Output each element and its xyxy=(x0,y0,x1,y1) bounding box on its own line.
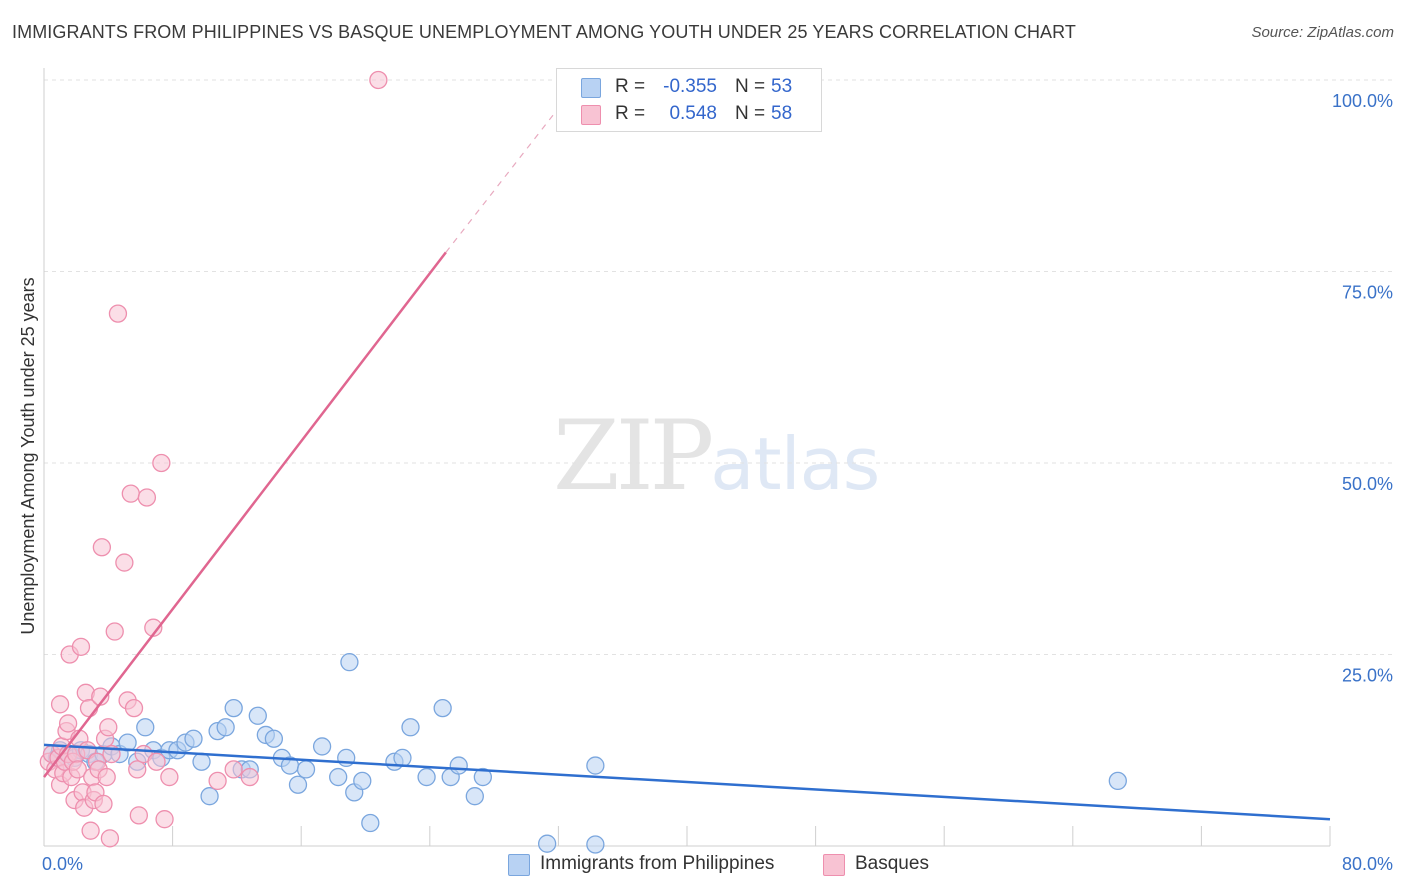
point-philippines xyxy=(296,760,316,779)
series-legend: Immigrants from Philippines Basques xyxy=(0,852,1406,878)
point-basques xyxy=(129,806,148,825)
point-philippines xyxy=(449,756,468,775)
point-basques xyxy=(94,794,113,814)
r-label: R = xyxy=(615,76,646,97)
point-basques xyxy=(369,70,388,90)
legend-label: Basques xyxy=(855,853,929,874)
chart-title: IMMIGRANTS FROM PHILIPPINES VS BASQUE UN… xyxy=(12,22,1077,42)
point-philippines xyxy=(224,698,243,718)
n-label: N = xyxy=(735,103,766,124)
point-basques xyxy=(137,488,157,507)
y-tick-label: 25.0% xyxy=(1342,666,1393,686)
x-tick-label-min: 0.0% xyxy=(42,854,83,874)
point-basques xyxy=(108,304,128,323)
point-philippines xyxy=(401,718,420,737)
point-basques xyxy=(128,760,147,779)
point-basques xyxy=(81,821,100,840)
point-basques xyxy=(105,622,124,641)
point-basques xyxy=(155,810,174,829)
n-label: N = xyxy=(735,76,766,97)
point-basques xyxy=(99,718,118,737)
watermark-zip: ZIP xyxy=(553,400,714,512)
trendline-philippines xyxy=(43,743,1331,821)
y-axis-label: Unemployment Among Youth under 25 years xyxy=(18,277,38,634)
point-philippines xyxy=(361,813,380,833)
point-philippines xyxy=(248,706,267,725)
n-value: 53 xyxy=(771,76,793,97)
point-philippines xyxy=(118,733,137,752)
point-philippines xyxy=(192,752,211,771)
swatch-philippines xyxy=(581,78,601,98)
swatch-basques xyxy=(581,105,601,125)
point-philippines xyxy=(136,718,155,737)
point-philippines xyxy=(216,718,235,737)
legend-row-philippines: R = -0.355 N = 53 xyxy=(557,74,821,100)
point-philippines xyxy=(433,698,452,718)
point-basques xyxy=(97,767,116,787)
watermark: ZIPatlas xyxy=(553,400,880,512)
source-label: Source: ZipAtlas.com xyxy=(1251,24,1394,41)
point-philippines xyxy=(586,835,605,854)
point-basques xyxy=(58,714,78,733)
point-philippines xyxy=(393,748,412,768)
point-philippines xyxy=(288,775,308,794)
point-basques xyxy=(240,767,259,787)
point-philippines xyxy=(586,756,605,775)
point-basques xyxy=(68,760,87,779)
legend-label: Immigrants from Philippines xyxy=(540,853,775,874)
point-basques xyxy=(121,484,140,503)
swatch-philippines xyxy=(508,854,530,876)
point-philippines xyxy=(184,729,203,748)
point-philippines xyxy=(473,767,492,787)
correlation-legend: R = -0.355 N = 53 R = 0.548 N = 58 xyxy=(556,68,822,132)
point-philippines xyxy=(264,729,284,748)
point-philippines xyxy=(329,767,348,787)
point-basques xyxy=(152,453,171,473)
point-basques xyxy=(50,695,70,714)
point-basques xyxy=(100,829,120,848)
swatch-basques xyxy=(823,854,845,876)
point-basques xyxy=(147,752,166,771)
y-tick-label: 75.0% xyxy=(1342,283,1393,303)
point-basques xyxy=(224,760,243,779)
x-tick-label-max: 80.0% xyxy=(1342,854,1393,874)
r-label: R = xyxy=(615,103,646,124)
point-basques xyxy=(115,553,134,572)
point-philippines xyxy=(353,771,372,791)
point-philippines xyxy=(200,787,219,806)
trendline-basques xyxy=(43,251,447,778)
point-basques xyxy=(160,767,179,787)
point-basques xyxy=(71,637,91,656)
point-philippines xyxy=(340,653,359,672)
point-philippines xyxy=(1108,771,1127,791)
point-basques xyxy=(124,698,144,718)
watermark-atlas: atlas xyxy=(710,422,880,506)
point-philippines xyxy=(312,737,332,756)
point-philippines xyxy=(417,767,436,787)
legend-row-basques: R = 0.548 N = 58 xyxy=(557,101,821,127)
y-tick-label: 50.0% xyxy=(1342,474,1393,494)
point-philippines xyxy=(465,787,484,806)
n-value: 58 xyxy=(771,103,793,124)
r-value: -0.355 xyxy=(663,76,717,97)
r-value: 0.548 xyxy=(669,103,717,124)
point-basques xyxy=(92,538,112,557)
y-tick-label: 100.0% xyxy=(1332,91,1393,111)
point-philippines xyxy=(537,834,557,853)
point-basques xyxy=(208,771,227,791)
